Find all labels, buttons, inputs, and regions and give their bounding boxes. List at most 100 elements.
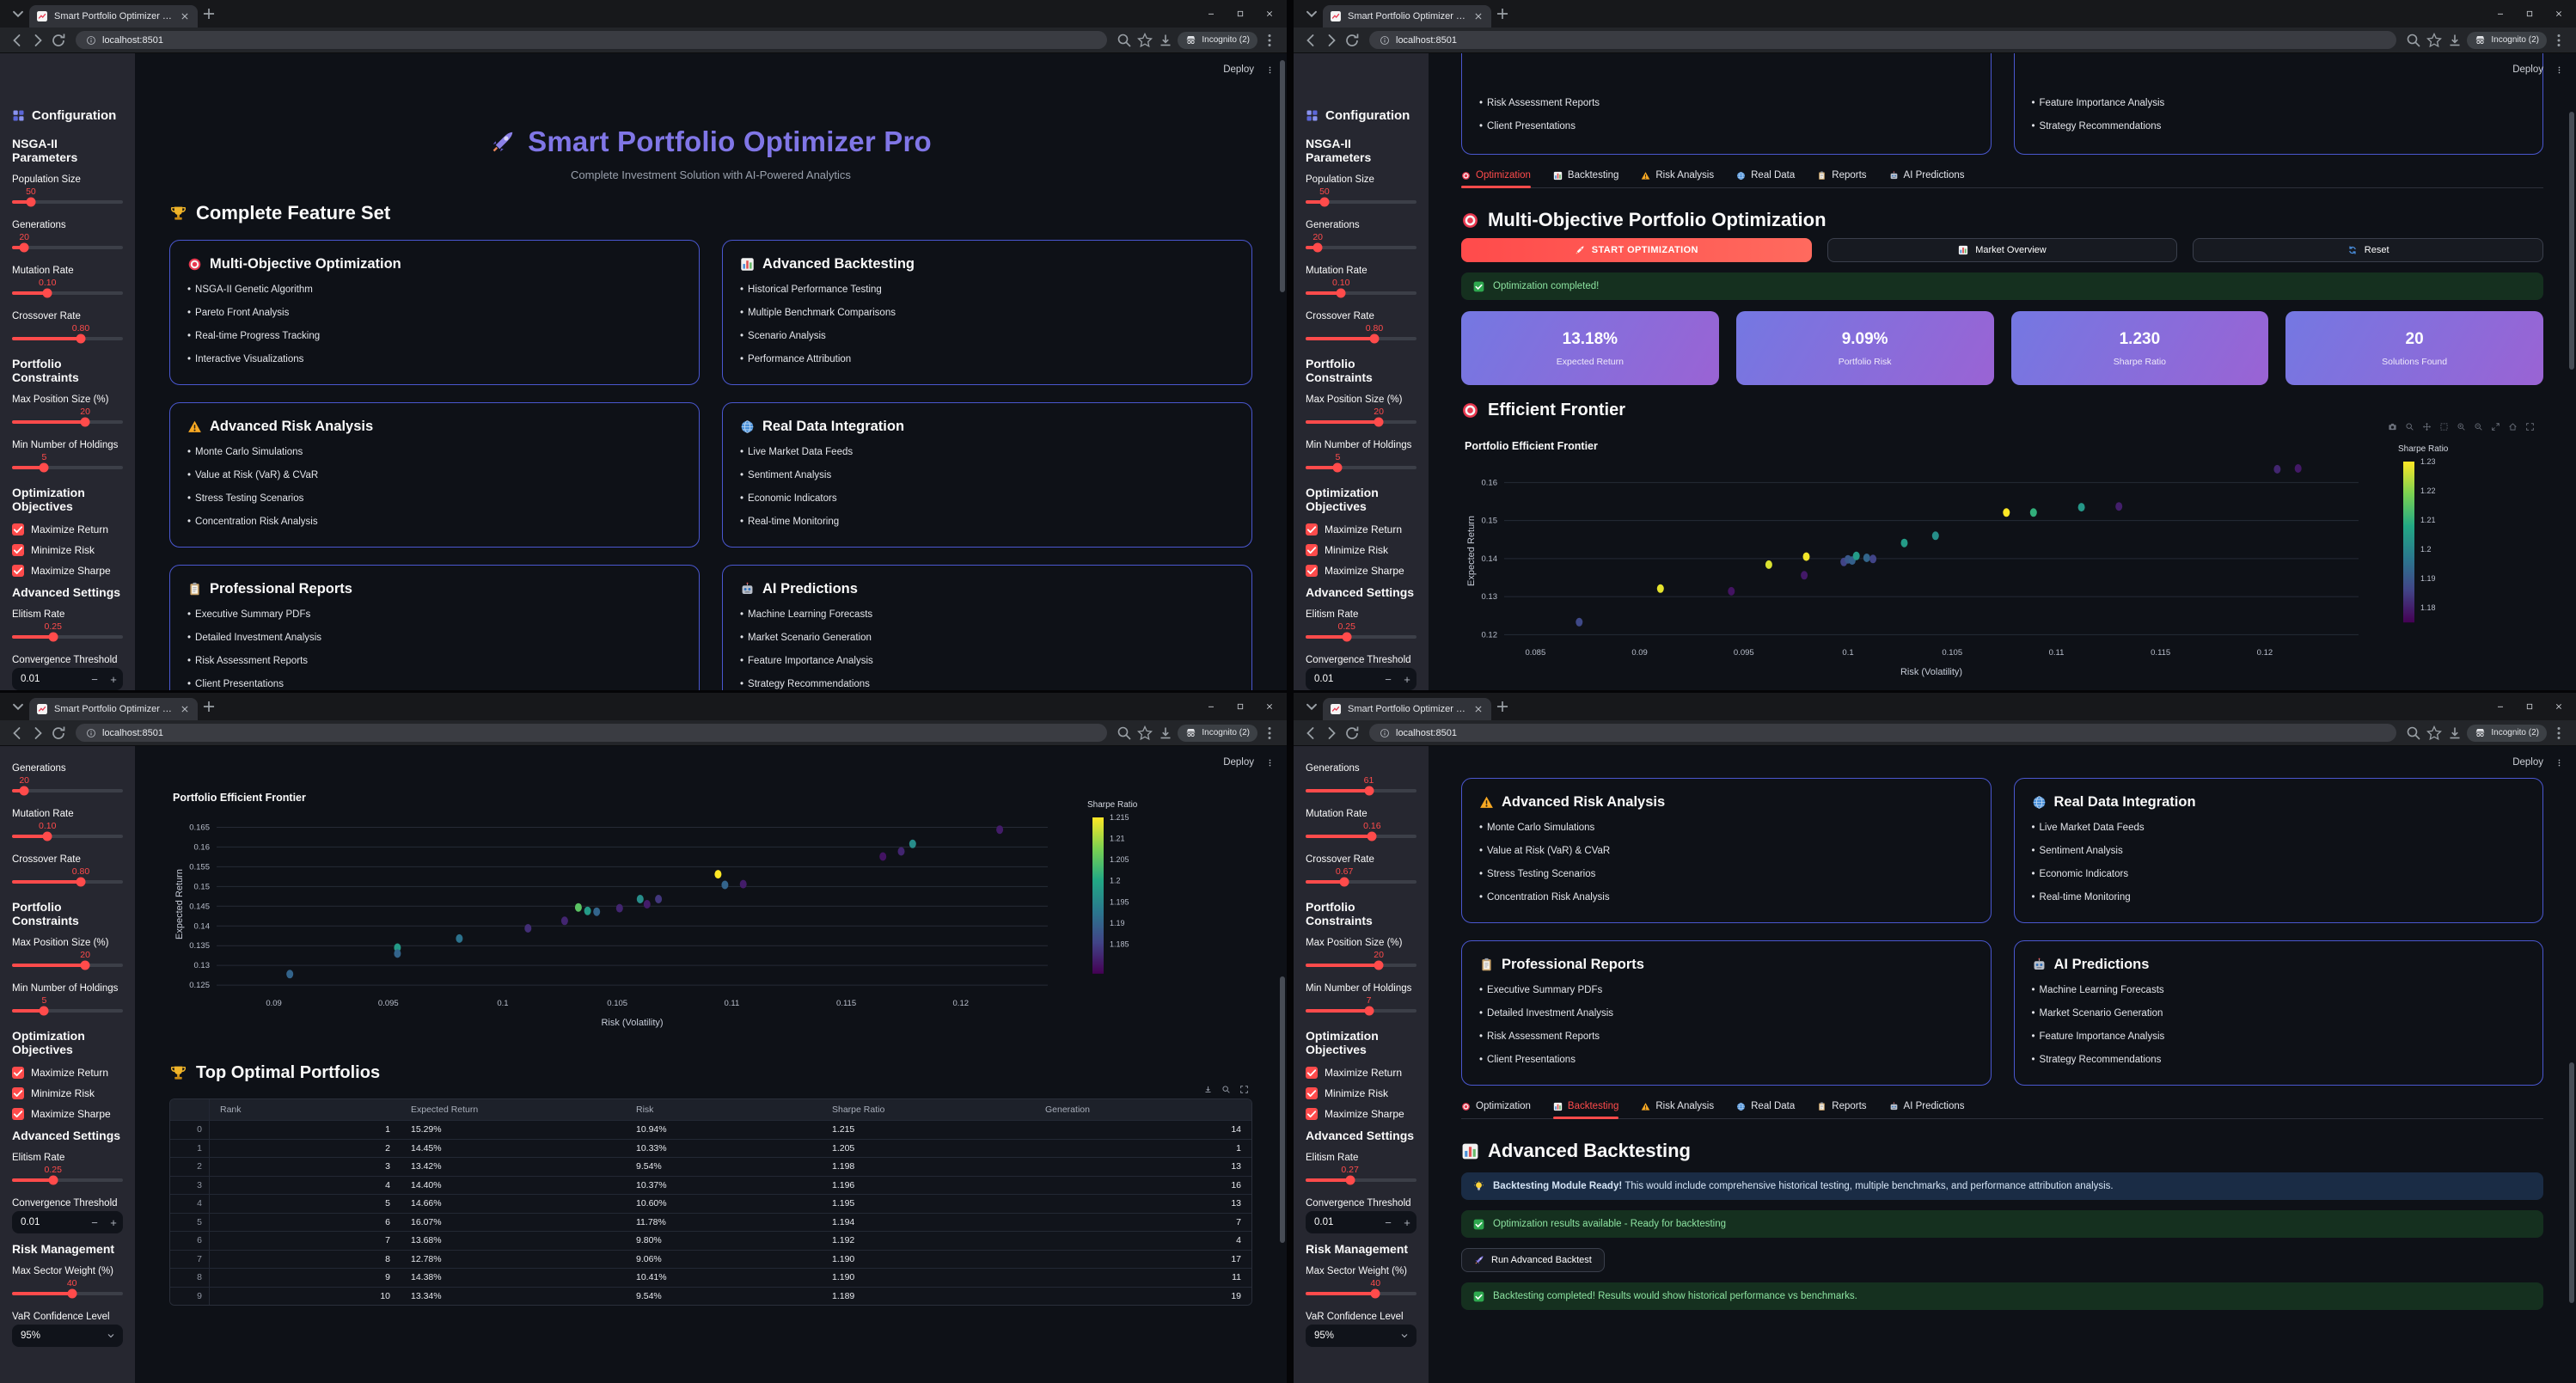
column-header[interactable]: Risk <box>626 1099 822 1120</box>
new-tab-button[interactable] <box>199 4 218 23</box>
table-cell[interactable]: 10.41% <box>626 1269 822 1287</box>
close-window-icon[interactable] <box>1264 9 1275 19</box>
crossover-slider[interactable]: 0.80 <box>12 324 123 346</box>
table-cell[interactable]: 10.37% <box>626 1177 822 1195</box>
slider-thumb[interactable] <box>43 289 52 298</box>
slider-thumb[interactable] <box>40 463 49 473</box>
slider-thumb[interactable] <box>1369 334 1379 344</box>
table-row[interactable]: 8914.38%10.41%1.19011 <box>170 1268 1251 1287</box>
start-optimization-button[interactable]: START OPTIMIZATION <box>1461 238 1812 262</box>
close-window-icon[interactable] <box>2554 701 2564 712</box>
var_conf-select[interactable]: 95% <box>1306 1325 1416 1347</box>
elitism-slider[interactable]: 0.27 <box>1306 1166 1416 1188</box>
table-cell[interactable]: 4 <box>170 1195 210 1213</box>
tab-close-icon[interactable] <box>179 703 191 715</box>
table-corners-icon[interactable] <box>1239 1085 1249 1094</box>
max_sector-slider[interactable]: 40 <box>12 1279 123 1301</box>
increment-button[interactable]: + <box>1398 1216 1416 1229</box>
table-cell[interactable]: 1.205 <box>822 1140 1035 1158</box>
browser-tab[interactable]: Smart Portfolio Optimizer Pro <box>29 5 198 28</box>
back-icon[interactable] <box>1302 725 1319 742</box>
population-slider[interactable]: 50 <box>1306 187 1416 210</box>
maximize-icon[interactable] <box>1235 701 1245 712</box>
table-cell[interactable]: 11 <box>1035 1269 1251 1287</box>
maximize-icon[interactable] <box>1235 9 1245 19</box>
slider-thumb[interactable] <box>48 633 58 642</box>
zoom-icon[interactable] <box>1116 32 1133 49</box>
max_position-slider[interactable]: 20 <box>1306 951 1416 973</box>
minimize-icon[interactable] <box>1206 9 1216 19</box>
plotly-zoomout-icon[interactable] <box>2474 422 2483 431</box>
table-cell[interactable]: 5 <box>210 1195 401 1213</box>
browser-tab[interactable]: Smart Portfolio Optimizer Pro <box>29 698 198 720</box>
site-info-icon[interactable] <box>86 35 96 46</box>
address-bar[interactable]: localhost:8501 <box>76 724 1107 742</box>
decrement-button[interactable]: − <box>1379 673 1398 686</box>
table-cell[interactable]: 14 <box>1035 1121 1251 1139</box>
market-overview-button[interactable]: Market Overview <box>1827 238 2178 262</box>
slider-thumb[interactable] <box>43 832 52 841</box>
table-cell[interactable]: 19 <box>1035 1288 1251 1306</box>
app-menu-icon[interactable] <box>1265 65 1275 75</box>
slider-thumb[interactable] <box>76 878 85 887</box>
table-cell[interactable]: 11.78% <box>626 1214 822 1232</box>
plotly-modebar[interactable] <box>1461 422 2535 436</box>
table-cell[interactable]: 13.42% <box>401 1158 626 1176</box>
table-cell[interactable]: 1.195 <box>822 1195 1035 1213</box>
browser-menu-icon[interactable] <box>1261 32 1278 49</box>
table-cell[interactable]: 1.192 <box>822 1232 1035 1250</box>
tab-ai-predictions[interactable]: AI Predictions <box>1889 170 1965 181</box>
table-cell[interactable]: 13 <box>1035 1195 1251 1213</box>
table-cell[interactable]: 9.54% <box>626 1288 822 1306</box>
table-cell[interactable]: 1 <box>210 1121 401 1139</box>
generations-slider[interactable]: 61 <box>1306 776 1416 799</box>
downloads-icon[interactable] <box>1157 32 1174 49</box>
reset-button[interactable]: Reset <box>2193 238 2543 262</box>
objective-checkbox-0[interactable]: Maximize Return <box>1306 1067 1416 1079</box>
tab-ai-predictions[interactable]: AI Predictions <box>1889 1101 1965 1111</box>
tab-reports[interactable]: Reports <box>1817 1101 1866 1111</box>
min_holdings-slider[interactable]: 5 <box>12 453 123 475</box>
address-bar[interactable]: localhost:8501 <box>76 31 1107 49</box>
zoom-icon[interactable] <box>2405 32 2422 49</box>
elitism-slider[interactable]: 0.25 <box>12 1166 123 1188</box>
table-cell[interactable]: 9.80% <box>626 1232 822 1250</box>
slider-thumb[interactable] <box>1345 1176 1355 1185</box>
table-cell[interactable]: 6 <box>210 1214 401 1232</box>
incognito-badge[interactable]: Incognito (2) <box>2467 32 2547 49</box>
table-row[interactable]: 3414.40%10.37%1.19616 <box>170 1176 1251 1195</box>
table-cell[interactable]: 0 <box>170 1121 210 1139</box>
tab-close-icon[interactable] <box>1472 703 1484 715</box>
checkbox-checked-icon[interactable] <box>1306 1108 1318 1120</box>
checkbox-checked-icon[interactable] <box>12 1087 24 1099</box>
slider-thumb[interactable] <box>1364 1007 1374 1016</box>
increment-button[interactable]: + <box>104 673 123 686</box>
back-icon[interactable] <box>9 725 26 742</box>
checkbox-checked-icon[interactable] <box>1306 1067 1318 1079</box>
new-tab-button[interactable] <box>1493 4 1512 23</box>
scrollbar-thumb[interactable] <box>2569 112 2574 370</box>
elitism-slider[interactable]: 0.25 <box>1306 622 1416 645</box>
slider-thumb[interactable] <box>1313 243 1323 253</box>
objective-checkbox-2[interactable]: Maximize Sharpe <box>1306 1108 1416 1120</box>
mutation-slider[interactable]: 0.16 <box>1306 822 1416 844</box>
dataframe-toolbar[interactable] <box>169 1085 1249 1097</box>
objective-checkbox-0[interactable]: Maximize Return <box>12 523 123 535</box>
table-cell[interactable]: 7 <box>1035 1214 1251 1232</box>
table-cell[interactable]: 17 <box>1035 1251 1251 1269</box>
checkbox-checked-icon[interactable] <box>12 1108 24 1120</box>
generations-slider[interactable]: 20 <box>12 776 123 799</box>
address-bar[interactable]: localhost:8501 <box>1369 724 2396 742</box>
crossover-slider[interactable]: 0.80 <box>12 867 123 890</box>
table-cell[interactable]: 9.54% <box>626 1158 822 1176</box>
deploy-button[interactable]: Deploy <box>2512 64 2543 75</box>
tab-real-data[interactable]: Real Data <box>1736 170 1795 181</box>
checkbox-checked-icon[interactable] <box>12 565 24 577</box>
elitism-slider[interactable]: 0.25 <box>12 622 123 645</box>
table-cell[interactable]: 7 <box>210 1232 401 1250</box>
table-cell[interactable]: 3 <box>170 1177 210 1195</box>
plotly-expand-icon[interactable] <box>2491 422 2500 431</box>
slider-thumb[interactable] <box>1368 832 1377 841</box>
downloads-icon[interactable] <box>2446 32 2463 49</box>
scrollbar-thumb[interactable] <box>1280 60 1285 292</box>
